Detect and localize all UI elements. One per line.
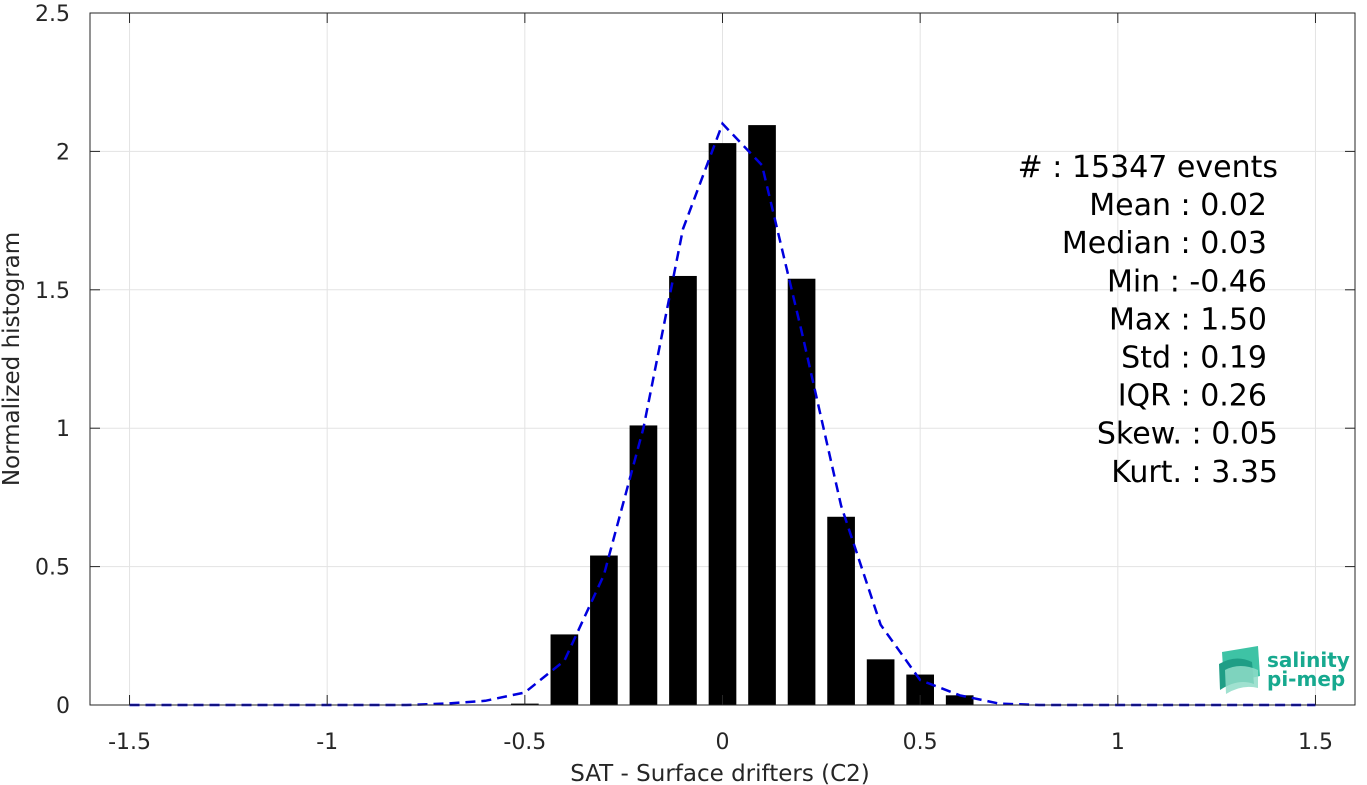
x-tick-label: 0 <box>716 730 730 755</box>
salinity-pi-mep-logo: salinity pi-mep <box>1219 646 1350 694</box>
histogram-bar <box>669 275 697 705</box>
stat-annotation: # : 15347 events <box>1018 150 1278 185</box>
x-tick-label: -1 <box>316 730 338 755</box>
y-tick-label: 1 <box>56 417 70 442</box>
histogram-bar <box>590 555 618 705</box>
y-tick-label: 2 <box>56 140 70 165</box>
histogram-bar <box>866 659 895 705</box>
x-tick-label: 1 <box>1111 730 1125 755</box>
histogram-bar <box>945 695 974 705</box>
logo-text-salinity: salinity <box>1267 648 1350 672</box>
stat-annotation: IQR : 0.26 <box>1118 379 1267 414</box>
x-tick-label: -1.5 <box>108 730 151 755</box>
histogram-bar <box>629 425 658 705</box>
x-axis-label: SAT - Surface drifters (C2) <box>570 761 870 785</box>
histogram-bars <box>511 125 974 705</box>
y-tick-label: 0.5 <box>35 556 70 581</box>
logo-text-pi-mep: pi-mep <box>1267 667 1345 691</box>
x-tick-label: 0.5 <box>903 730 938 755</box>
axis-ticks: -1.5 -1 -0.5 0 0.5 1 1.5 0 0.5 1 1.5 2 2.5 <box>35 2 1355 755</box>
x-tick-label: -0.5 <box>503 730 546 755</box>
stat-annotation: Median : 0.03 <box>1062 226 1267 261</box>
stat-annotation: Std : 0.19 <box>1121 341 1267 376</box>
histogram-bar <box>748 125 776 705</box>
histogram-bar <box>787 278 816 705</box>
histogram-bar <box>827 516 855 705</box>
stat-annotation: Mean : 0.02 <box>1089 188 1267 223</box>
y-tick-label: 1.5 <box>35 279 70 304</box>
y-axis-label: Normalized histogram <box>0 232 25 486</box>
stat-annotation: Min : -0.46 <box>1107 264 1267 299</box>
stat-annotation: Max : 1.50 <box>1109 302 1267 337</box>
y-tick-label: 2.5 <box>35 2 70 27</box>
histogram-bar <box>708 143 737 705</box>
y-tick-label: 0 <box>56 694 70 719</box>
stat-annotation: Kurt. : 3.35 <box>1111 455 1278 490</box>
wave-logo-icon <box>1219 646 1260 694</box>
stat-annotation: Skew. : 0.05 <box>1097 417 1278 452</box>
x-tick-label: 1.5 <box>1298 730 1333 755</box>
